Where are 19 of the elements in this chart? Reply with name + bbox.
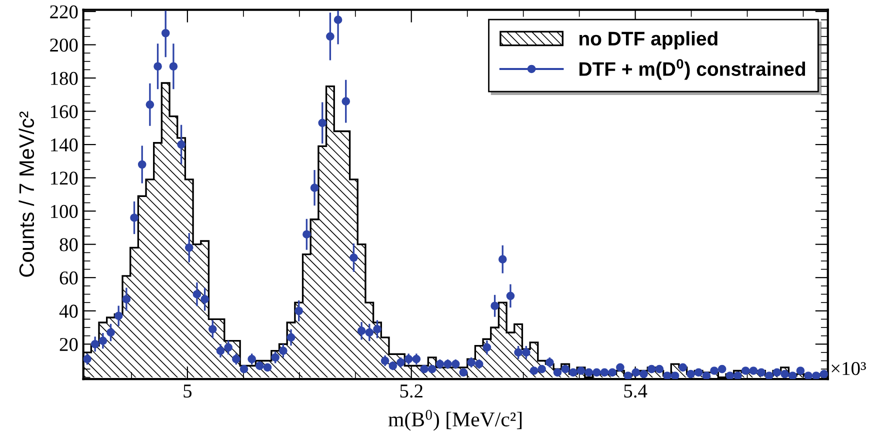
- x-tick-label: 5: [184, 384, 192, 398]
- y-axis-title: Counts / 7 MeV/c²: [18, 111, 34, 277]
- y-tick-label: 100: [51, 204, 78, 218]
- legend-label: no DTF applied: [580, 31, 718, 50]
- y-tick-label: 40: [59, 304, 78, 318]
- x-tick-label: 5.4: [624, 384, 648, 398]
- y-tick-label: 140: [51, 138, 78, 152]
- y-tick-label: 20: [60, 338, 78, 352]
- x-tick-label: 5.2: [400, 384, 422, 398]
- text: ×10³: [832, 362, 866, 376]
- y-tick-label: 80: [60, 238, 78, 252]
- y-tick-label: 220: [50, 5, 78, 18]
- y-tick-label: 200: [50, 38, 78, 52]
- x-axis-title: m(B$^{0}$) [MeV/c²]: [388, 410, 522, 431]
- y-tick-label: 120: [51, 172, 78, 185]
- y-tick-label: 60: [60, 271, 78, 285]
- y-tick-label: 160: [51, 105, 78, 118]
- y-tick-label: 180: [51, 72, 78, 85]
- legend-label: DTF + m(D$^{0}$) constrained: [580, 59, 806, 80]
